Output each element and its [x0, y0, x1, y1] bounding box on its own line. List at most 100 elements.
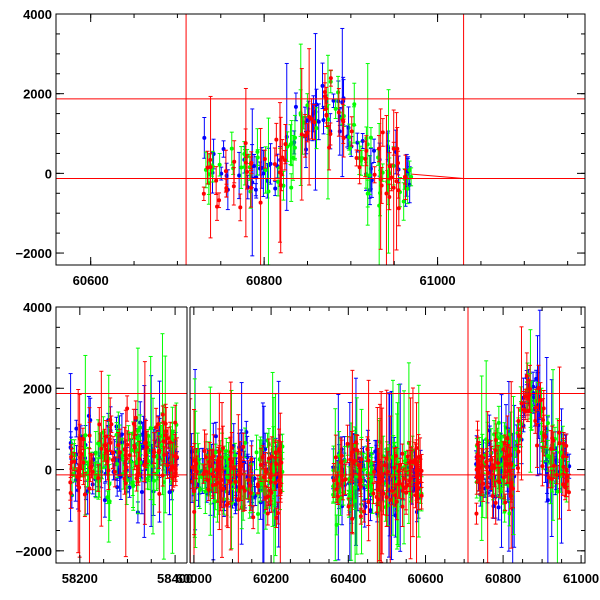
top-point — [274, 137, 279, 142]
top-point — [333, 106, 338, 111]
bottom-point — [213, 482, 218, 487]
bottom-point — [131, 483, 136, 488]
x-tick-label: 60800 — [246, 273, 282, 288]
bottom-point — [347, 494, 352, 499]
top-trend-line — [411, 173, 464, 180]
bottom-point — [78, 455, 83, 460]
bottom-point — [220, 446, 225, 451]
bottom-point — [107, 499, 112, 504]
bottom-point — [376, 465, 381, 470]
bottom-point — [133, 415, 138, 420]
bottom-point — [407, 460, 412, 465]
bottom-point — [109, 422, 114, 427]
x-tick-label: 61000 — [419, 273, 455, 288]
bottom-point — [265, 511, 270, 516]
bottom-point — [276, 478, 281, 483]
bottom-point — [365, 447, 370, 452]
bottom-point — [419, 493, 424, 498]
top-point — [365, 191, 370, 196]
bottom-point — [248, 483, 253, 488]
bottom-point — [384, 495, 389, 500]
top-point — [341, 136, 346, 141]
bottom-point — [210, 483, 215, 488]
bottom-point — [414, 446, 419, 451]
bottom-point — [156, 450, 161, 455]
top-point — [237, 173, 242, 178]
bottom-point — [381, 491, 386, 496]
bottom-point — [374, 495, 379, 500]
bottom-point — [545, 421, 550, 426]
top-point — [314, 102, 319, 107]
bottom-point — [366, 499, 371, 504]
bottom-point — [258, 462, 263, 467]
bottom-point — [157, 491, 162, 496]
bottom-point — [377, 473, 382, 478]
bottom-point — [194, 469, 199, 474]
bottom-point — [217, 468, 222, 473]
bottom-point — [352, 485, 357, 490]
top-point — [257, 166, 262, 171]
bottom-point — [82, 492, 87, 497]
bottom-point — [116, 443, 121, 448]
top-point — [277, 170, 282, 175]
bottom-point — [268, 488, 273, 493]
top-point — [403, 174, 408, 179]
bottom-point — [88, 418, 93, 423]
bottom-point — [163, 433, 168, 438]
top-point — [248, 189, 253, 194]
top-point — [201, 191, 206, 196]
top-point — [283, 142, 288, 147]
top-point — [208, 157, 213, 162]
top-point — [352, 102, 357, 107]
bottom-point — [233, 453, 238, 458]
bottom-point — [358, 484, 363, 489]
top-point — [305, 103, 310, 108]
top-point — [324, 113, 329, 118]
top-point — [336, 90, 341, 95]
bottom-point — [160, 473, 165, 478]
bottom-point — [154, 425, 159, 430]
top-point — [202, 135, 207, 140]
top-point — [346, 125, 351, 130]
bottom-point — [382, 463, 387, 468]
bottom-point — [233, 502, 238, 507]
top-point — [238, 205, 243, 210]
bottom-point — [131, 421, 136, 426]
top-point — [263, 167, 268, 172]
bottom-point — [496, 420, 501, 425]
top-point — [273, 186, 278, 191]
bottom-point — [228, 457, 233, 462]
bottom-point — [348, 457, 353, 462]
top-point — [387, 194, 392, 199]
bottom-point — [192, 489, 197, 494]
bottom-point — [103, 443, 108, 448]
x-tick-label: 60600 — [73, 273, 109, 288]
bottom-point — [111, 450, 116, 455]
top-point — [320, 83, 325, 88]
bottom-point — [228, 463, 233, 468]
bottom-point — [405, 483, 410, 488]
bottom-point — [269, 454, 274, 459]
bottom-point — [173, 420, 178, 425]
bottom-point — [105, 495, 110, 500]
bottom-point — [205, 478, 210, 483]
top-plot-frame — [55, 13, 586, 266]
bottom-point — [115, 462, 120, 467]
bottom-point — [102, 498, 107, 503]
bottom-point — [493, 437, 498, 442]
bottom-point — [508, 432, 513, 437]
top-point — [395, 146, 400, 151]
top-point — [252, 163, 257, 168]
bottom-point — [491, 504, 496, 509]
bottom-point — [68, 490, 73, 495]
bottom-point — [255, 484, 260, 489]
top-point — [289, 185, 294, 190]
bottom-point — [264, 495, 269, 500]
bottom-point — [123, 453, 128, 458]
top-point — [276, 179, 281, 184]
top-point — [258, 200, 263, 205]
bottom-point — [159, 443, 164, 448]
bottom-point — [81, 460, 86, 465]
top-point — [394, 179, 399, 184]
bottom-point — [275, 511, 280, 516]
